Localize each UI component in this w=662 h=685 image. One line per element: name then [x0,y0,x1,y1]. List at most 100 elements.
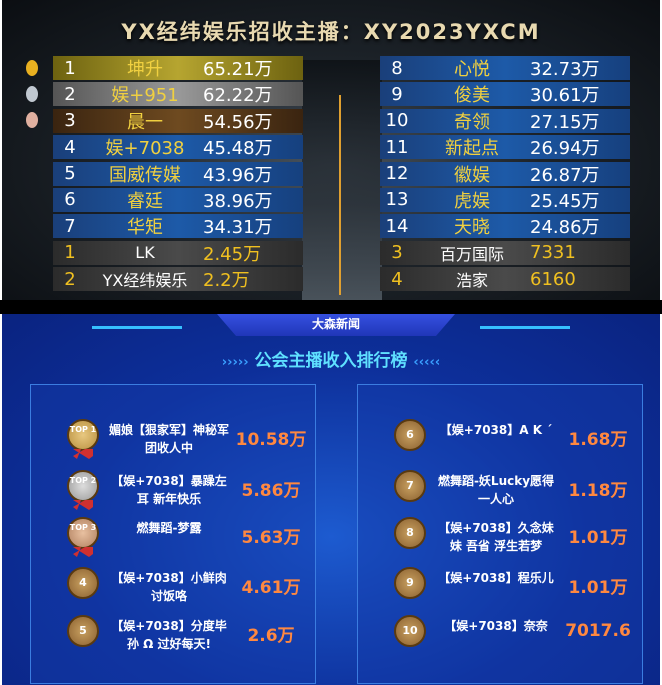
rank-medal-icon: 6 [394,419,426,451]
ranking-row: 7 华矩 34.31万 [53,214,303,239]
rank: 4 [64,136,76,158]
income-value: 1.18万 [568,481,628,501]
left-ranking-table: 1 坤升 65.21万 2 娱+951 62.22万 3 晨一 54.56万 4 娱+7038 45.… [53,56,303,294]
streamer-name: 【娱+7038】久念妹妹 吾省 浮生若梦 [438,521,554,553]
rank-medal-icon: 7 [394,470,426,502]
rank-medal-icon: TOP 3 [67,517,99,549]
ranking-row: 6 睿廷 38.96万 [53,187,303,212]
streamer-name: 【娱+7038】程乐儿 [438,571,554,585]
silver-medal-icon [26,86,38,102]
rank-medal-icon: 8 [394,517,426,549]
guild-name: 睿廷 [127,190,163,212]
rank-medal-icon: 5 [67,615,99,647]
income-value: 1.01万 [568,528,628,548]
rank: 10 [385,110,409,132]
rank: 5 [64,163,76,185]
ranking-item: TOP 3 燃舞蹈-梦露 5.63万 [31,515,315,565]
rank: 9 [391,83,403,105]
ranking-item: 9 【娱+7038】程乐儿 1.01万 [358,565,642,615]
ranking-item: 7 燃舞蹈-妖Lucky愿得一人心 1.18万 [358,468,642,518]
income-value: 26.87万 [530,164,600,186]
rank: 3 [64,110,76,132]
ranking-row: 14 天晓 24.86万 [380,214,630,239]
income-value: 30.61万 [530,85,600,107]
guild-name: 奇领 [454,111,490,133]
rank: 2 [64,268,76,290]
ranking-row: 1 坤升 65.21万 [53,56,303,80]
income-value: 43.96万 [203,164,273,186]
ranking-item: TOP 2 【娱+7038】暴躁左耳 新年快乐 5.86万 [31,468,315,518]
rank: 1 [64,242,76,264]
income-value: 25.45万 [530,190,600,212]
income-value: 5.63万 [241,528,301,548]
guild-ranking-section: 大森新闻 ››››› 公会主播收入排行榜 ‹‹‹‹‹ TOP 1 媚娘【狠家军】神… [2,314,660,685]
rank: 13 [385,189,409,211]
income-value: 24.86万 [530,217,600,239]
gold-medal-icon [26,60,38,76]
income-value: 38.96万 [203,190,273,212]
rank-medal-icon: 4 [67,567,99,599]
rank: 6 [64,189,76,211]
right-ranking-panel: 6 【娱+7038】A K ˊ 1.68万 7 燃舞蹈-妖Lucky愿得一人心 1.18万… [357,384,643,684]
ranking-row: 10 奇领 27.15万 [380,108,630,133]
guild-name: 娱+7038 [105,138,185,160]
income-value: 27.15万 [530,111,600,133]
rank: 8 [391,57,403,79]
ranking-title-text: 公会主播收入排行榜 [254,351,408,371]
rank: 3 [391,242,403,264]
streamer-name: 【娱+7038】暴躁左耳 新年快乐 [111,474,227,506]
guild-name: 娱+951 [111,85,179,107]
ranking-row: 5 国威传媒 43.96万 [53,161,303,186]
ranking-row: 9 俊美 30.61万 [380,82,630,107]
income-value: 1.68万 [568,430,628,450]
income-value: 26.94万 [530,138,600,160]
ranking-item: 6 【娱+7038】A K ˊ 1.68万 [358,417,642,467]
income-value: 2.2万 [203,270,250,292]
guild-name: 俊美 [454,85,490,107]
income-value: 7331 [530,242,576,264]
guild-name: 天晓 [454,217,490,239]
rank: 11 [385,136,409,158]
ranking-row: 13 虎娱 25.45万 [380,187,630,212]
income-value: 34.31万 [203,217,273,239]
rank: 2 [64,83,76,105]
guild-name: 百万国际 [439,244,504,264]
ranking-row: 4 浩家 6160 [380,267,630,292]
news-header: 大森新闻 [217,314,455,336]
rank: 14 [385,215,409,237]
ranking-item: 10 【娱+7038】奈奈 7017.6 [358,613,642,663]
streamer-name: 【娱+7038】奈奈 [444,619,548,633]
bronze-medal-icon [26,112,38,128]
guild-name: 华矩 [127,217,163,239]
guild-name: 心悦 [454,59,490,80]
guild-name: 坤升 [127,59,163,80]
income-value: 45.48万 [203,138,273,160]
streamer-name: 【娱+7038】A K ˊ [439,423,553,437]
rank-medal-icon: TOP 2 [67,470,99,502]
guild-name: 浩家 [455,271,488,291]
guild-name: 晨一 [127,111,163,133]
right-ranking-table: 8 心悦 32.73万 9 俊美 30.61万 10 奇领 27.15万 11 新起点 26.94万 1… [380,56,630,294]
ranking-row: 2 娱+951 62.22万 [53,82,303,107]
divider-band [0,300,662,314]
rank-medal-icon: TOP 1 [67,419,99,451]
streamer-name: 媚娘【狠家军】神秘军团收人中 [108,423,229,455]
streamer-name: 【娱+7038】小鲜肉讨饭咯 [111,571,227,603]
income-value: 2.45万 [203,243,262,265]
ranking-row: 12 徽娱 26.87万 [380,161,630,186]
rank: 7 [64,215,76,237]
streamer-name: 燃舞蹈-梦露 [136,521,202,535]
ranking-item: 8 【娱+7038】久念妹妹 吾省 浮生若梦 1.01万 [358,515,642,565]
ribbon-icon [73,449,93,459]
light-beam [339,95,341,295]
income-value: 5.86万 [241,481,301,501]
rank-medal-icon: 10 [394,615,426,647]
income-value: 4.61万 [241,578,301,598]
ribbon-icon [73,500,93,510]
tunnel-background [302,60,382,300]
ranking-row: 1 LK 2.45万 [53,240,303,265]
income-value: 32.73万 [530,59,600,80]
guild-name: LK [135,243,155,263]
ranking-row: 4 娱+7038 45.48万 [53,135,303,160]
rank-medal-icon: 9 [394,567,426,599]
